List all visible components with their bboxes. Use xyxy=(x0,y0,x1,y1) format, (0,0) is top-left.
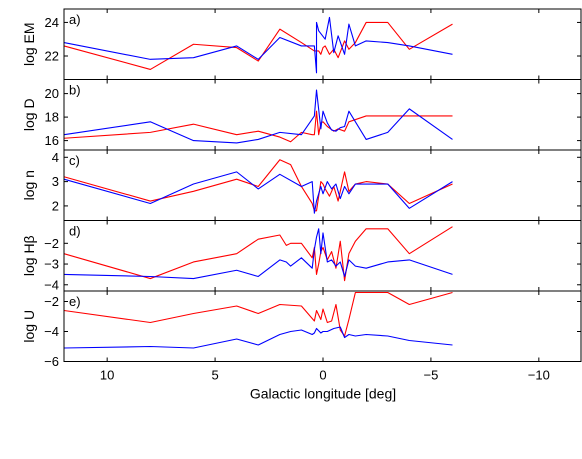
panel: 2 3 4 c) log n xyxy=(21,149,582,221)
panel: 16 18 20 b) log D xyxy=(21,79,582,151)
x-tick-label: 10 xyxy=(100,368,114,383)
y-tick-label: −4 xyxy=(44,324,59,339)
series-line xyxy=(63,16,453,74)
panel-frame xyxy=(63,220,582,292)
panel-tag: a) xyxy=(69,12,81,27)
y-tick-label: 3 xyxy=(52,174,59,189)
y-axis-label: log n xyxy=(21,170,37,200)
y-tick-label: −2 xyxy=(44,236,59,251)
series-line xyxy=(63,226,453,282)
y-axis-label: log U xyxy=(21,310,37,343)
panel-tag: c) xyxy=(69,153,80,168)
y-tick-label: 20 xyxy=(45,86,59,101)
x-tick-label: 5 xyxy=(211,368,218,383)
y-tick-label: 24 xyxy=(45,15,59,30)
y-axis-label: log D xyxy=(21,98,37,131)
series-line xyxy=(63,326,453,349)
panel-tag: d) xyxy=(69,224,81,239)
y-axis-label: log EM xyxy=(21,22,37,66)
panel: −4 −3 −2 d) log Hβ xyxy=(21,220,582,292)
panel-tag: b) xyxy=(69,83,81,98)
panel-tag: e) xyxy=(69,294,81,309)
series-line xyxy=(63,171,453,214)
y-tick-label: 16 xyxy=(45,133,59,148)
y-tick-label: −2 xyxy=(44,294,59,309)
y-tick-label: −6 xyxy=(44,354,59,369)
y-tick-label: 2 xyxy=(52,198,59,213)
panel-frame xyxy=(63,149,582,221)
x-tick-label: 0 xyxy=(319,368,326,383)
x-tick-label: −10 xyxy=(528,368,550,383)
panel-frame xyxy=(63,8,582,80)
y-tick-label: −3 xyxy=(44,257,59,272)
y-tick-label: 4 xyxy=(52,150,59,165)
x-tick-label: −5 xyxy=(424,368,439,383)
panel: −6 −4 −2 e) log U xyxy=(21,290,582,369)
y-axis-label: log Hβ xyxy=(21,235,37,276)
y-tick-label: 22 xyxy=(45,49,59,64)
series-line xyxy=(63,89,453,144)
series-line xyxy=(63,228,453,280)
y-tick-label: 18 xyxy=(45,110,59,125)
series-line xyxy=(63,110,453,143)
x-axis-label: Galactic longitude [deg] xyxy=(250,386,396,402)
panel: 22 24 a) log EM xyxy=(21,8,582,80)
series-line xyxy=(63,21,453,70)
series-line xyxy=(63,159,453,212)
y-tick-label: −4 xyxy=(44,277,59,292)
panel-frame xyxy=(63,290,582,362)
series-line xyxy=(63,291,453,337)
